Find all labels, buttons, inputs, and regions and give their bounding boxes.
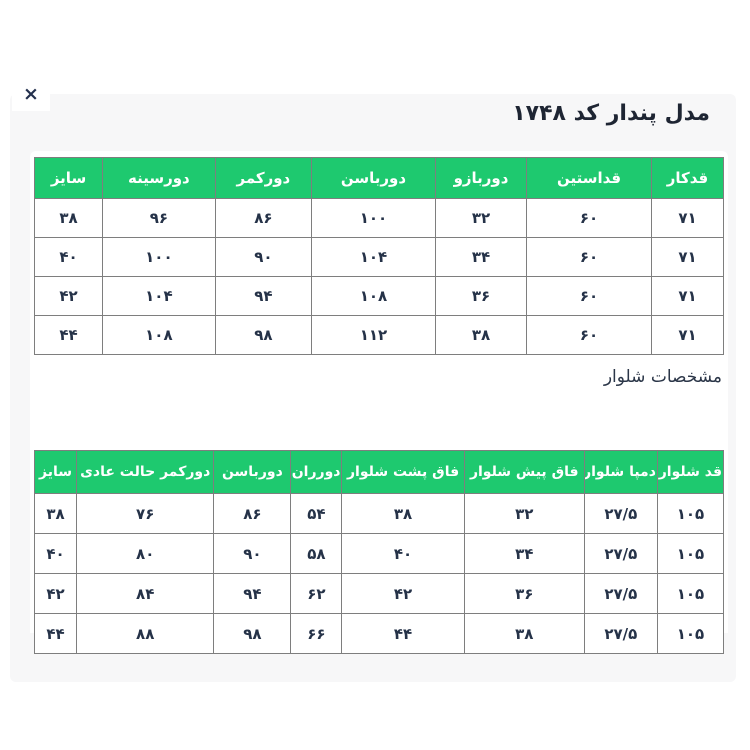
size-cell: ۴۲	[33, 276, 104, 316]
size-cell: ۷۱	[650, 276, 725, 316]
table-row: ۱۰۵ ۲۷/۵ ۳۴ ۴۰ ۵۸ ۹۰ ۸۰ ۴۰	[33, 533, 725, 574]
size-cell: ۶۰	[526, 198, 652, 238]
column-header: فاق پیش شلوار	[463, 450, 585, 494]
size-cell: ۹۶	[102, 198, 216, 238]
column-header: فاق پشت شلوار	[341, 450, 465, 494]
column-header: سایز	[33, 157, 104, 199]
size-cell: ۷۱	[650, 315, 725, 355]
size-cell: ۴۴	[341, 613, 465, 654]
size-cell: ۳۶	[434, 276, 528, 316]
size-cell: ۹۸	[214, 315, 313, 355]
size-cell: ۹۰	[214, 237, 313, 277]
size-cell: ۵۸	[290, 533, 343, 574]
modal-title: مدل پندار کد ۱۷۴۸	[512, 101, 710, 126]
size-cell: ۳۸	[434, 315, 528, 355]
size-cell: ۱۰۵	[656, 533, 725, 574]
size-cell: ۳۶	[463, 573, 585, 614]
header-row: قد شلوار دمپا شلوار فاق پیش شلوار فاق پشت ش…	[33, 450, 725, 494]
size-cell: ۴۲	[33, 573, 78, 614]
column-header: دورکمر	[214, 157, 313, 199]
size-cell: ۸۶	[214, 198, 313, 238]
size-cell: ۱۰۸	[102, 315, 216, 355]
size-cell: ۲۷/۵	[583, 533, 658, 574]
table-row: ۱۰۵ ۲۷/۵ ۳۸ ۴۴ ۶۶ ۹۸ ۸۸ ۴۴	[33, 613, 725, 654]
size-cell: ۹۴	[214, 276, 313, 316]
size-cell: ۴۴	[33, 315, 104, 355]
size-cell: ۸۶	[213, 493, 292, 534]
shirt-size-table: قدکار قداستین دوربازو دورباسن دورکمر دورسینه س…	[33, 157, 725, 355]
size-cell: ۱۰۵	[656, 573, 725, 614]
size-cell: ۳۴	[434, 237, 528, 277]
header-row: قدکار قداستین دوربازو دورباسن دورکمر دورسینه س…	[33, 157, 725, 199]
size-cell: ۱۰۰	[311, 198, 436, 238]
size-cell: ۶۰	[526, 237, 652, 277]
column-header: قد شلوار	[656, 450, 725, 494]
size-cell: ۷۶	[76, 493, 215, 534]
size-cell: ۳۸	[33, 493, 78, 534]
column-header: دورباسن	[311, 157, 436, 199]
table-row: ۱۰۵ ۲۷/۵ ۳۲ ۳۸ ۵۴ ۸۶ ۷۶ ۳۸	[33, 493, 725, 534]
size-cell: ۴۰	[33, 533, 78, 574]
table-row: ۷۱ ۶۰ ۳۲ ۱۰۰ ۸۶ ۹۶ ۳۸	[33, 198, 725, 238]
size-cell: ۴۴	[33, 613, 78, 654]
size-cell: ۷۱	[650, 237, 725, 277]
table-row: ۱۰۵ ۲۷/۵ ۳۶ ۴۲ ۶۲ ۹۴ ۸۴ ۴۲	[33, 573, 725, 614]
size-cell: ۵۴	[290, 493, 343, 534]
size-cell: ۶۲	[290, 573, 343, 614]
size-cell: ۴۲	[341, 573, 465, 614]
table-row: ۷۱ ۶۰ ۳۸ ۱۱۲ ۹۸ ۱۰۸ ۴۴	[33, 315, 725, 355]
size-cell: ۶۰	[526, 315, 652, 355]
size-cell: ۲۷/۵	[583, 493, 658, 534]
size-cell: ۹۸	[213, 613, 292, 654]
size-cell: ۳۲	[463, 493, 585, 534]
size-cell: ۸۰	[76, 533, 215, 574]
size-cell: ۳۸	[33, 198, 104, 238]
size-cell: ۹۴	[213, 573, 292, 614]
size-cell: ۸۴	[76, 573, 215, 614]
column-header: دمپا شلوار	[583, 450, 658, 494]
size-cell: ۱۰۴	[311, 237, 436, 277]
size-cell: ۶۶	[290, 613, 343, 654]
pants-section-label: مشخصات شلوار	[603, 367, 722, 387]
size-cell: ۱۱۲	[311, 315, 436, 355]
size-cell: ۲۷/۵	[583, 573, 658, 614]
size-cell: ۶۰	[526, 276, 652, 316]
size-cell: ۲۷/۵	[583, 613, 658, 654]
size-tables-card: قدکار قداستین دوربازو دورباسن دورکمر دورسینه س…	[30, 151, 728, 654]
table-row: ۷۱ ۶۰ ۳۴ ۱۰۴ ۹۰ ۱۰۰ ۴۰	[33, 237, 725, 277]
size-cell: ۱۰۴	[102, 276, 216, 316]
size-cell: ۱۰۸	[311, 276, 436, 316]
table-row: ۷۱ ۶۰ ۳۶ ۱۰۸ ۹۴ ۱۰۴ ۴۲	[33, 276, 725, 316]
size-cell: ۱۰۰	[102, 237, 216, 277]
column-header: دوربازو	[434, 157, 528, 199]
column-header: سایز	[33, 450, 78, 494]
size-cell: ۸۸	[76, 613, 215, 654]
column-header: قدکار	[650, 157, 725, 199]
size-guide-modal: مدل پندار کد ۱۷۴۸ قدکار قداستین دوربازو دور…	[10, 94, 736, 682]
size-cell: ۳۴	[463, 533, 585, 574]
size-cell: ۳۲	[434, 198, 528, 238]
column-header: دورران	[290, 450, 343, 494]
size-cell: ۴۰	[33, 237, 104, 277]
column-header: دورکمر حالت عادی	[76, 450, 215, 494]
column-header: قداستین	[526, 157, 652, 199]
size-cell: ۳۸	[341, 493, 465, 534]
size-cell: ۱۰۵	[656, 613, 725, 654]
size-cell: ۴۰	[341, 533, 465, 574]
size-cell: ۹۰	[213, 533, 292, 574]
pants-size-table: قد شلوار دمپا شلوار فاق پیش شلوار فاق پشت ش…	[33, 450, 725, 654]
size-cell: ۱۰۵	[656, 493, 725, 534]
size-cell: ۳۸	[463, 613, 585, 654]
column-header: دورباسن	[213, 450, 292, 494]
column-header: دورسینه	[102, 157, 216, 199]
size-cell: ۷۱	[650, 198, 725, 238]
close-button[interactable]: ×	[12, 78, 50, 111]
